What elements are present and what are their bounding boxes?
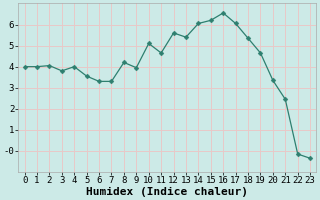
- X-axis label: Humidex (Indice chaleur): Humidex (Indice chaleur): [86, 186, 248, 197]
